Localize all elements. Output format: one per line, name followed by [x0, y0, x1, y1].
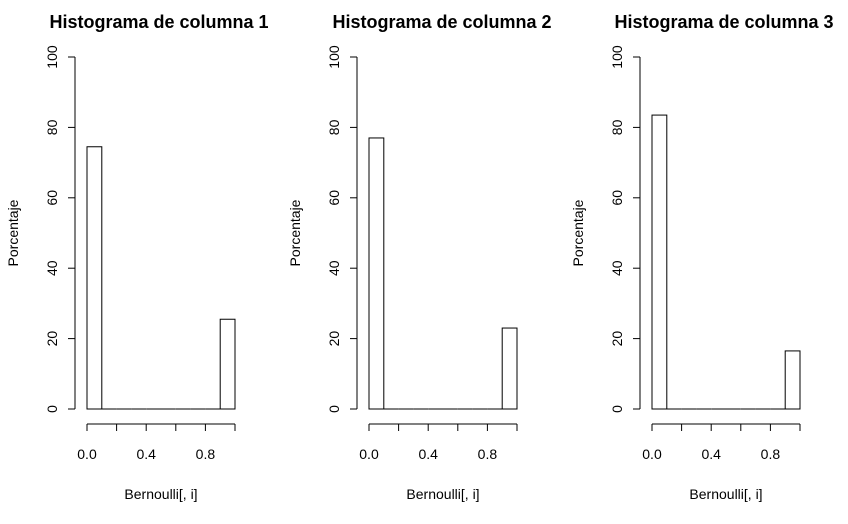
x-tick-label: 0.0: [77, 446, 97, 462]
y-tick-label: 40: [44, 260, 60, 276]
y-tick-label: 60: [609, 190, 625, 206]
y-tick-label: 100: [326, 45, 342, 69]
x-tick-label: 0.0: [642, 446, 662, 462]
y-tick-label: 60: [44, 190, 60, 206]
x-axis-label: Bernoulli[, i]: [124, 486, 197, 502]
y-axis-label: Porcentaje: [5, 199, 21, 266]
y-tick-label: 80: [44, 119, 60, 135]
x-tick-label: 0.4: [136, 446, 156, 462]
y-tick-label: 0: [609, 405, 625, 413]
histogram-bar: [219, 318, 236, 410]
chart-title: Histograma de columna 2: [332, 12, 551, 32]
y-tick-label: 20: [44, 331, 60, 347]
x-tick-label: 0.4: [418, 446, 438, 462]
x-tick-label: 0.8: [478, 446, 498, 462]
x-tick-label: 0.4: [701, 446, 721, 462]
y-axis-label: Porcentaje: [570, 199, 586, 266]
x-axis-label: Bernoulli[, i]: [689, 486, 762, 502]
y-tick-label: 80: [609, 119, 625, 135]
x-axis-label: Bernoulli[, i]: [406, 486, 479, 502]
histogram-bar: [651, 114, 668, 410]
x-tick-label: 0.0: [359, 446, 379, 462]
y-tick-label: 60: [326, 190, 342, 206]
chart-title: Histograma de columna 1: [49, 12, 268, 32]
y-tick-label: 20: [609, 331, 625, 347]
y-tick-label: 100: [44, 45, 60, 69]
y-tick-label: 20: [326, 331, 342, 347]
y-tick-label: 0: [326, 405, 342, 413]
y-tick-label: 0: [44, 405, 60, 413]
histogram-bar: [368, 137, 385, 410]
x-tick-label: 0.8: [761, 446, 781, 462]
y-tick-label: 40: [609, 260, 625, 276]
chart-panel-2: Histograma de columna 2 0 20 40 60 80 100 0.0 0.…: [287, 12, 552, 502]
y-tick-label: 40: [326, 260, 342, 276]
histogram-bar: [501, 327, 518, 410]
histogram-bar: [784, 350, 801, 410]
histogram-bar: [86, 146, 103, 410]
y-tick-label: 80: [326, 119, 342, 135]
chart-panel-1: Histograma de columna 1 0 20 40 60 80 100 0.0 0.…: [5, 12, 269, 502]
y-tick-label: 100: [609, 45, 625, 69]
chart-panel-3: Histograma de columna 3 0 20 40 60 80 100 0.0 0.…: [570, 12, 834, 502]
y-axis-label: Porcentaje: [287, 199, 303, 266]
x-tick-label: 0.8: [196, 446, 216, 462]
chart-title: Histograma de columna 3: [614, 12, 833, 32]
